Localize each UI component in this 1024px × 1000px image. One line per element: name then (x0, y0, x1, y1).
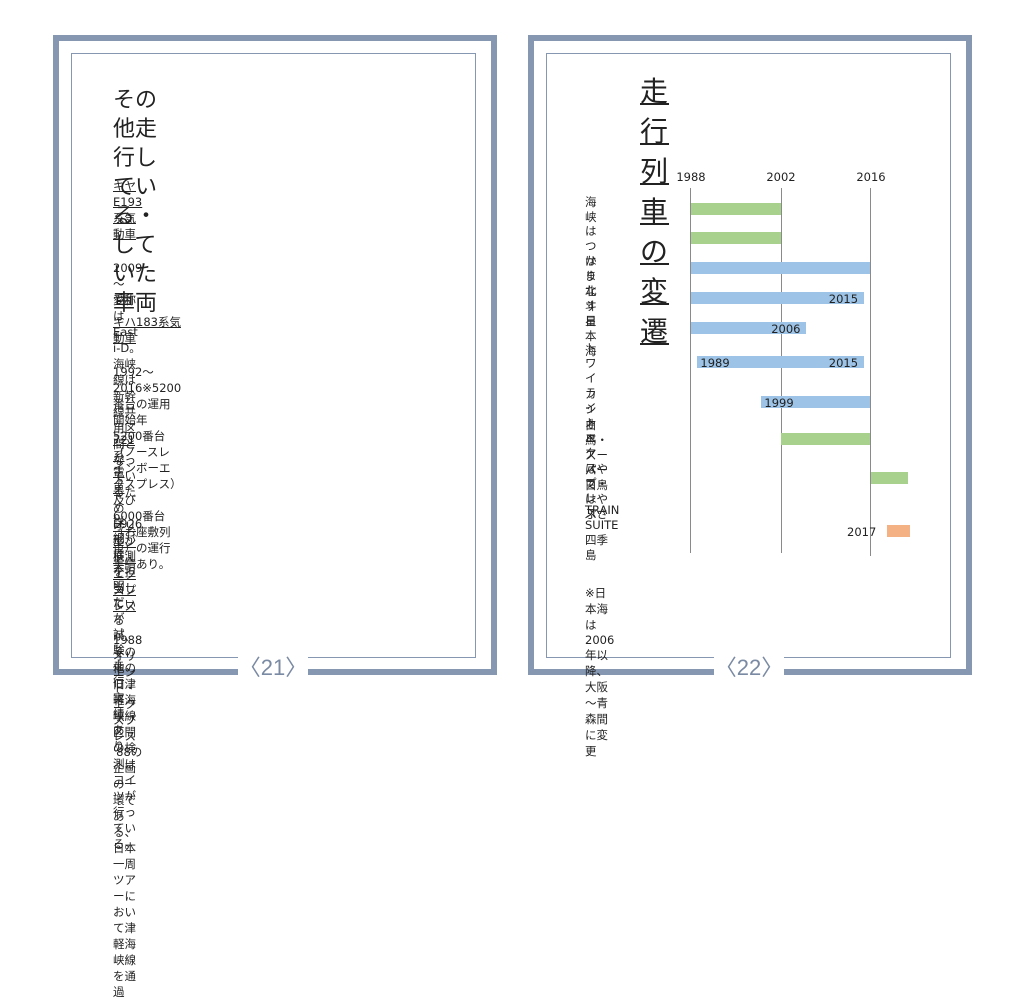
x-tick-1988: 1988 (676, 170, 706, 184)
bar-start-label: 2017 (847, 525, 877, 539)
timeline-bar (691, 322, 807, 334)
row-label: トワイライト エクスプレス (585, 341, 597, 520)
section-heading: オリエント・エクスプレス (113, 519, 136, 613)
timeline-bar (871, 472, 908, 484)
timeline-bar (691, 292, 864, 304)
page-title: その他走行している・ していた車両 (113, 86, 157, 318)
row-label: 海峡 (585, 195, 597, 224)
row-label: はまなす (585, 254, 597, 313)
chart-footnote: ※日本海は2006年以降、大阪～青森間に変更 (585, 586, 615, 758)
timeline-bar (761, 396, 871, 408)
row-label: 白鳥・ スーパー白鳥 (585, 418, 608, 492)
gridline-2016 (870, 188, 871, 556)
gridline-2002 (781, 188, 782, 553)
page-title-line-1: その他走行している・ (113, 88, 158, 229)
timeline-bar (887, 525, 910, 537)
section-orient-express: オリエント・エクスプレス 1988 オリエント・エクスプレス '88の企画の一環… (113, 518, 142, 1000)
page-title-line-2: していた車両 (113, 233, 158, 316)
row-label: 北斗星 (585, 284, 597, 328)
left-page-number-gap (238, 645, 308, 685)
x-tick-2016: 2016 (856, 170, 886, 184)
timeline-bar (780, 433, 871, 445)
row-label: カシオペア (585, 387, 597, 461)
timeline-bar (691, 262, 871, 274)
row-label: はつかり (585, 224, 597, 283)
section-heading: キヤE193系気動車 (113, 179, 143, 241)
timeline-bar (691, 232, 781, 244)
section-heading: キハ183系気動車 (113, 315, 181, 345)
bar-end-label: 2015 (828, 292, 859, 306)
row-label: 日本海 (585, 314, 597, 358)
gridline-1988 (690, 188, 691, 553)
bar-start-label: 1989 (700, 356, 730, 370)
page-number: 〈21〉 (238, 655, 308, 680)
row-label: はやて・ はやぶさ (585, 462, 608, 521)
bar-start-label: 1999 (764, 396, 794, 410)
bar-end-label: 2015 (828, 356, 859, 370)
x-tick-2002: 2002 (766, 170, 796, 184)
bar-end-label: 2006 (771, 322, 801, 336)
row-label: TRAIN SUITE 四季島 (585, 503, 620, 562)
right-page-number-gap (714, 645, 784, 685)
timeline-bar (697, 356, 864, 368)
page-number: 〈22〉 (714, 655, 784, 680)
timeline-bar (691, 203, 781, 215)
section-heading: 721系電車 (113, 433, 135, 495)
section-body: 1988 オリエント・エクスプレス '88の企画の一環である、 日本一周ツアーに… (113, 633, 143, 999)
section-body: 1992～2016※5200番台の運用開始年 5200番台（ノースレインボーエク… (113, 365, 182, 571)
chart-title: 走行列車の変遷 (640, 75, 670, 348)
section-kiha-183: キハ183系気動車 1992～2016※5200番台の運用開始年 5200番台（… (113, 314, 181, 572)
